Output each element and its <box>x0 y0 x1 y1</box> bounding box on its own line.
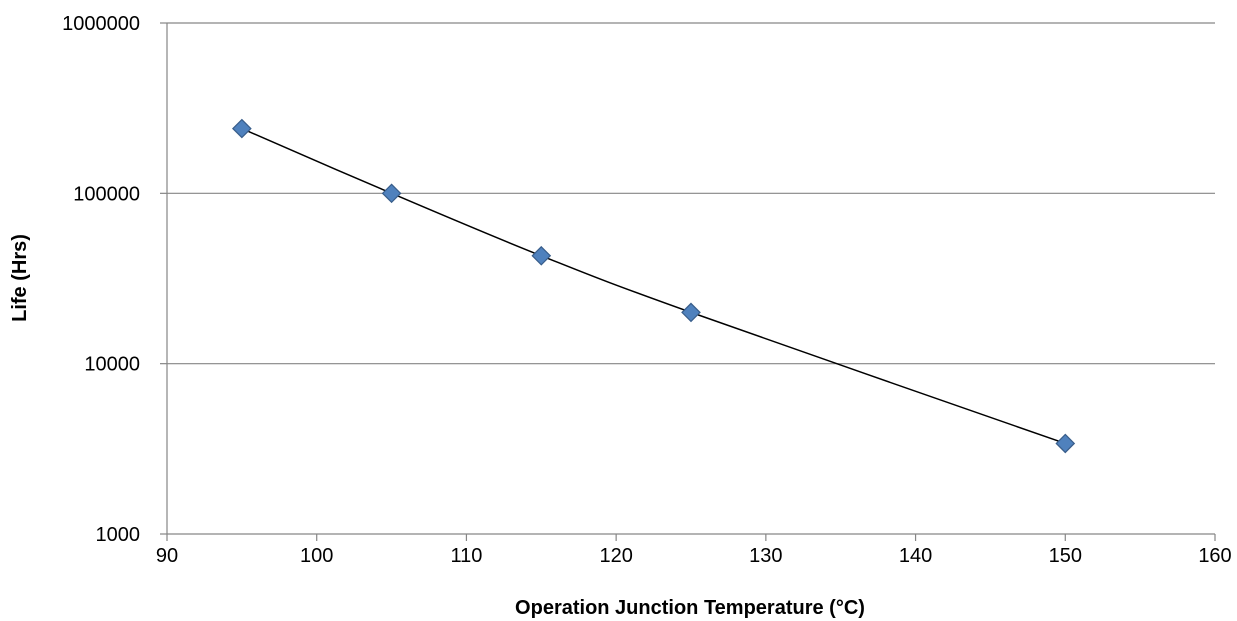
data-point-diamond <box>681 302 701 323</box>
y-axis-title: Life (Hrs) <box>9 234 31 322</box>
tick-labels: 1000 10000 100000 1000000 90 100 110 120 130 140 1… <box>62 13 1232 567</box>
y-tick-label: 10000 <box>84 354 140 376</box>
x-tick-label: 100 <box>300 545 333 567</box>
data-markers <box>232 118 1076 454</box>
x-tick-label: 140 <box>899 545 932 567</box>
axes <box>160 22 1216 541</box>
data-point-diamond <box>1055 433 1076 454</box>
x-tick-label: 120 <box>599 545 632 567</box>
y-tick-label: 1000000 <box>62 13 140 35</box>
data-point-diamond <box>232 118 252 139</box>
data-point-diamond <box>531 245 552 266</box>
trendline-curve <box>241 127 1066 445</box>
x-axis-title: Operation Junction Temperature (°C) <box>515 597 865 619</box>
trendline <box>241 127 1066 445</box>
gridlines <box>167 22 1215 365</box>
x-tick-label: 150 <box>1049 545 1082 567</box>
data-point-diamond <box>381 183 402 204</box>
x-tick-label: 90 <box>156 545 178 567</box>
x-tick-label: 130 <box>749 545 782 567</box>
y-tick-label: 100000 <box>73 183 140 205</box>
x-tick-label: 110 <box>450 545 482 567</box>
x-tick-label: 160 <box>1198 545 1231 567</box>
y-tick-label: 1000 <box>96 524 141 546</box>
